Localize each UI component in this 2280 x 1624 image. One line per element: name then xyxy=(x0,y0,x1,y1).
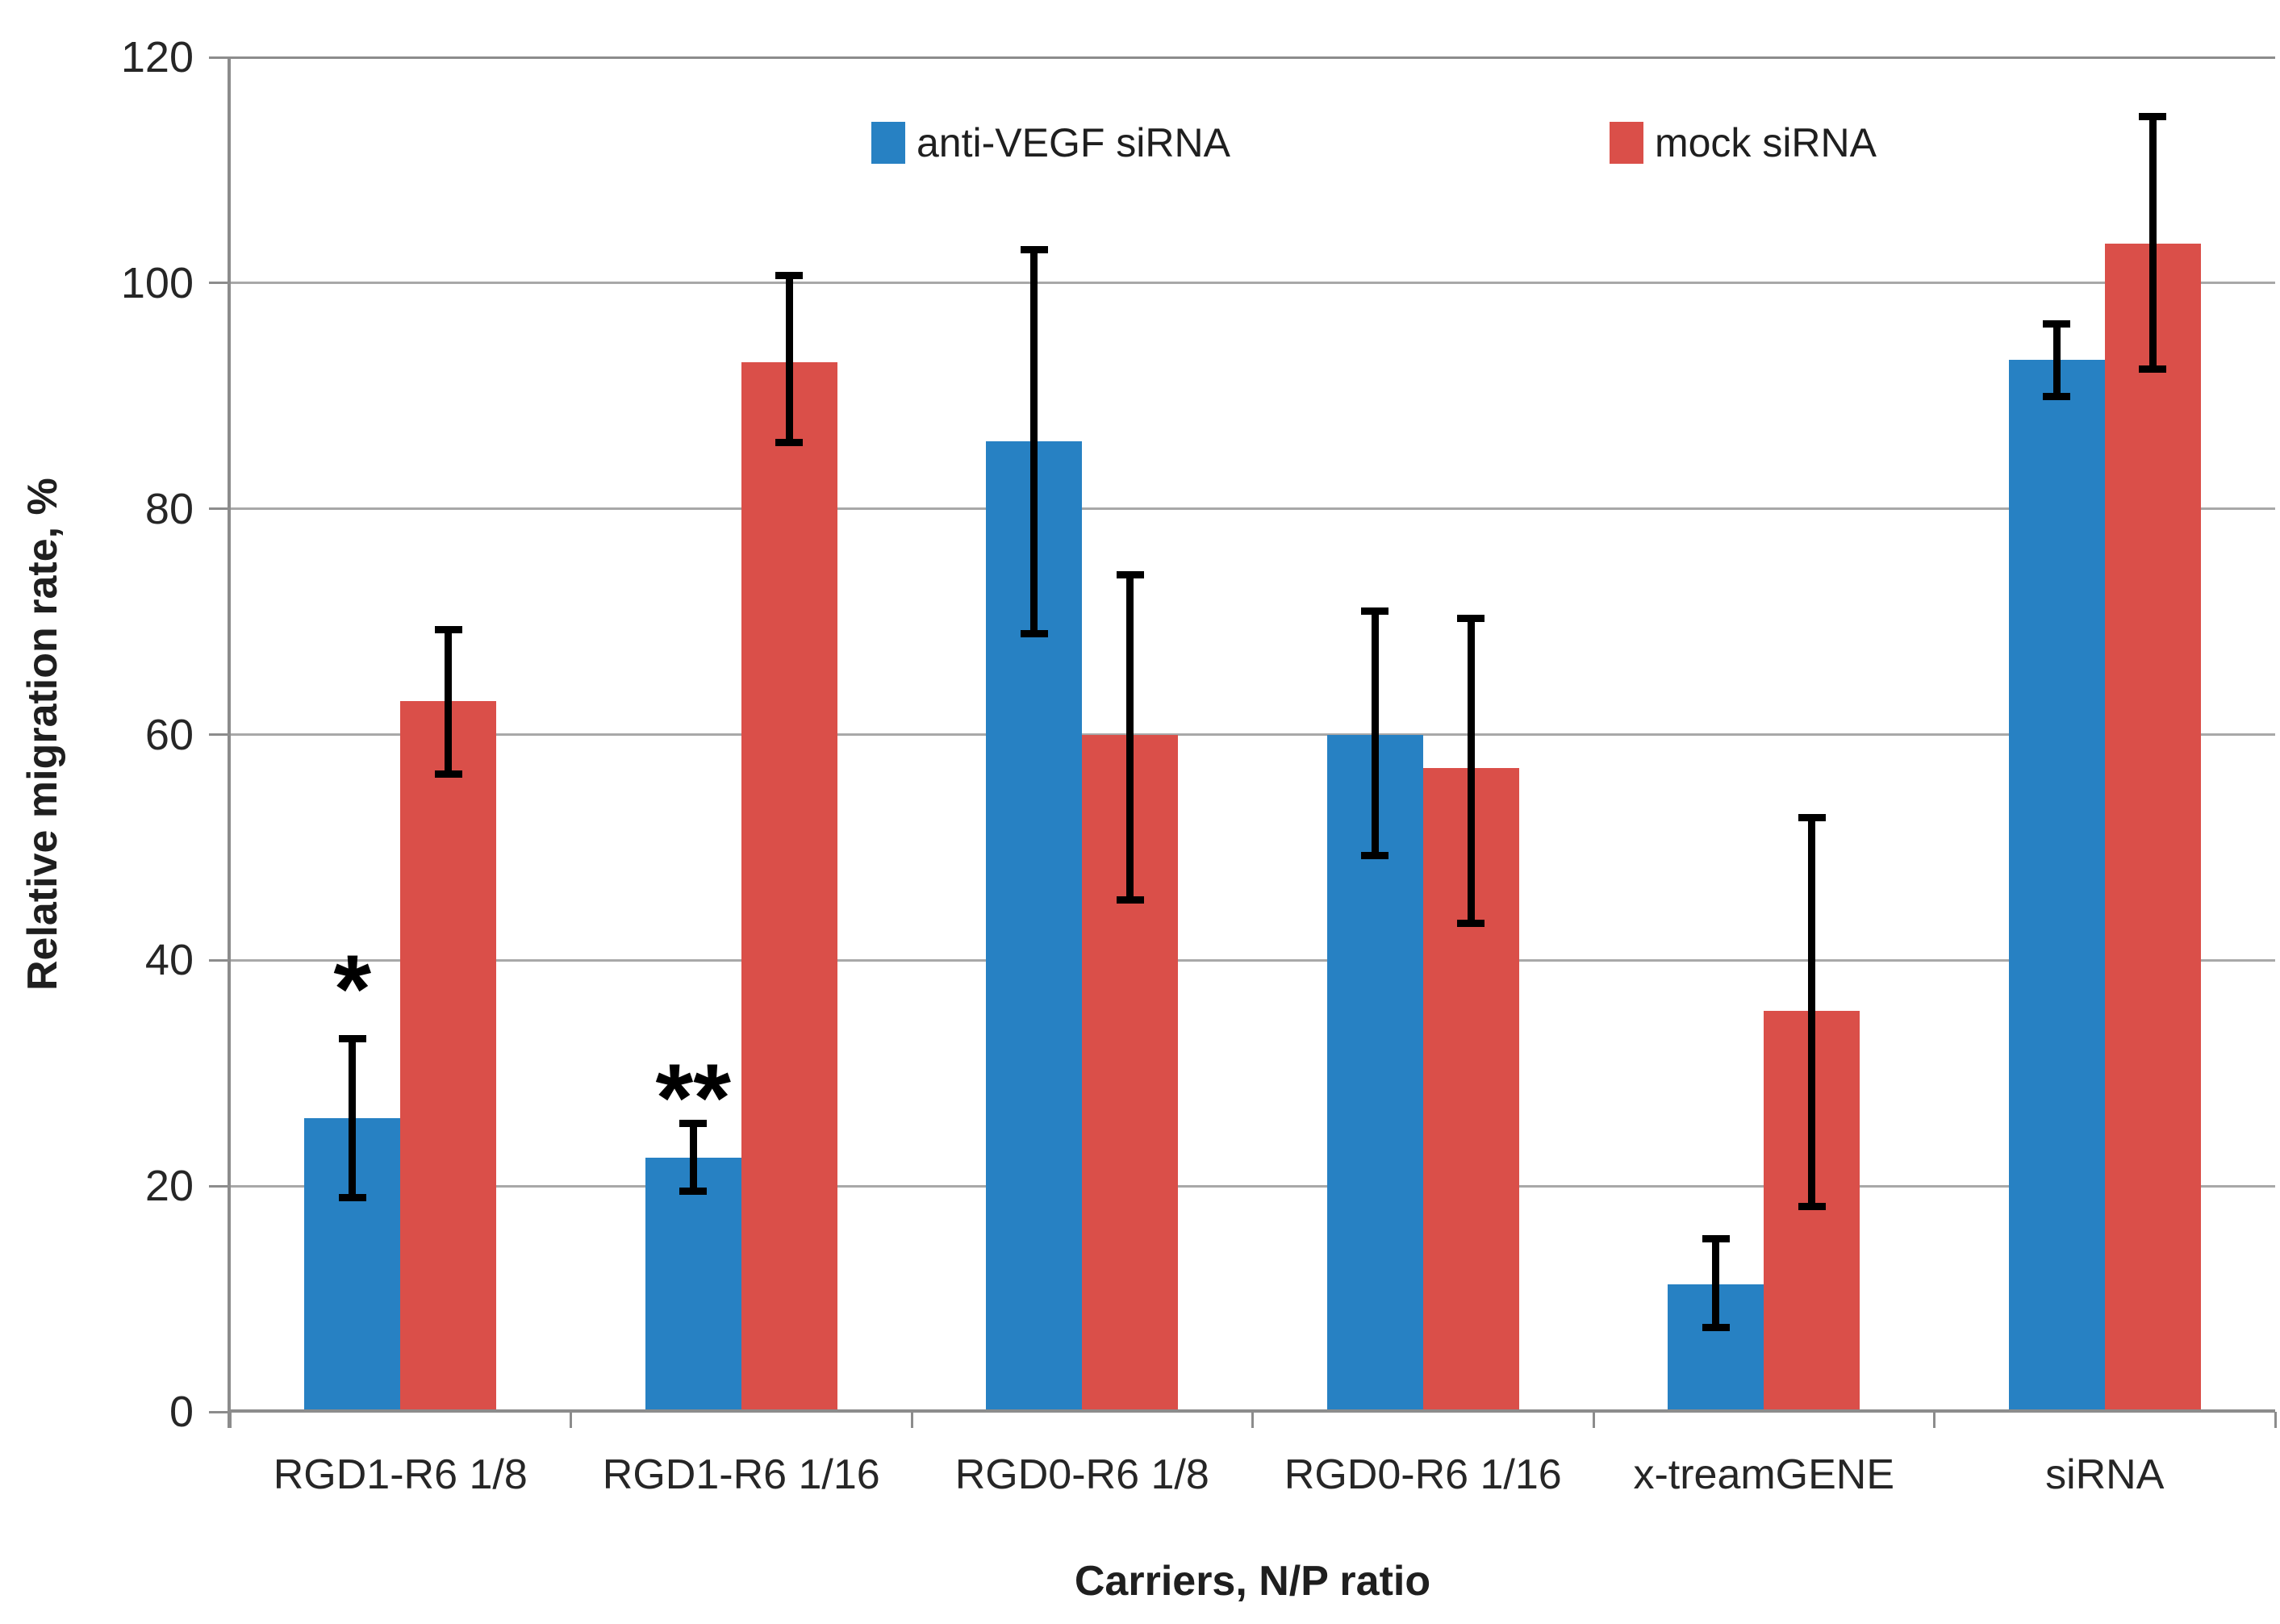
error-bar-cap-bottom xyxy=(1116,895,1144,904)
y-axis-line xyxy=(228,57,231,1428)
error-bar-line xyxy=(785,275,793,443)
error-bar-cap-bottom xyxy=(2139,365,2167,374)
x-tick xyxy=(1592,1412,1595,1428)
y-tick xyxy=(209,282,230,285)
chart-legend: anti-VEGF siRNA mock siRNA xyxy=(871,119,1877,166)
gridline xyxy=(230,56,2275,59)
y-tick-label: 80 xyxy=(144,484,194,533)
bar-anti-vegf-sirna xyxy=(2008,359,2105,1412)
error-bar-line xyxy=(1030,248,1038,633)
error-bar-cap-bottom xyxy=(1457,920,1485,928)
error-bar-cap-top xyxy=(2043,320,2071,328)
significance-annotation: * xyxy=(333,934,372,1043)
bar-mock-sirna xyxy=(400,700,497,1412)
error-bar-cap-bottom xyxy=(1361,852,1389,860)
significance-annotation: ** xyxy=(655,1044,731,1153)
gridline xyxy=(230,282,2275,285)
gridline xyxy=(230,1184,2275,1188)
y-tick-label: 0 xyxy=(169,1388,194,1436)
x-tick-label: RGD0-R6 1/16 xyxy=(1284,1451,1562,1498)
error-bar-line xyxy=(1808,816,1816,1207)
bar-anti-vegf-sirna xyxy=(645,1158,741,1412)
legend-item-mock-sirna: mock siRNA xyxy=(1609,119,1877,166)
gridline xyxy=(230,958,2275,962)
bar-mock-sirna xyxy=(2104,243,2201,1412)
bar-mock-sirna xyxy=(741,361,837,1412)
error-bar-cap-top xyxy=(338,1034,366,1042)
error-bar-line xyxy=(1467,618,1475,924)
error-bar-line xyxy=(1126,574,1134,900)
error-bar-cap-top xyxy=(1798,813,1826,821)
error-bar-cap-bottom xyxy=(1702,1324,1730,1332)
error-bar-cap-top xyxy=(1361,607,1389,615)
error-bar-cap-bottom xyxy=(679,1187,708,1195)
error-bar-cap-bottom xyxy=(434,770,462,779)
error-bar-line xyxy=(689,1122,697,1191)
error-bar-cap-top xyxy=(775,272,804,280)
y-tick xyxy=(209,958,230,962)
x-tick-label: RGD1-R6 1/16 xyxy=(602,1451,880,1498)
y-tick xyxy=(209,1410,230,1413)
x-tick-label: x-treamGENE xyxy=(1633,1451,1895,1498)
legend-label-mock-sirna: mock siRNA xyxy=(1654,120,1877,165)
error-bar-cap-top xyxy=(1116,570,1144,578)
error-bar-cap-top xyxy=(2139,112,2167,120)
x-axis-title: Carriers, N/P ratio xyxy=(1074,1558,1431,1605)
y-tick xyxy=(209,733,230,736)
x-tick xyxy=(2274,1412,2277,1428)
y-tick xyxy=(209,507,230,511)
legend-label-anti-vegf-sirna: anti-VEGF siRNA xyxy=(917,120,1230,165)
x-tick-label: RGD1-R6 1/8 xyxy=(273,1451,528,1498)
error-bar-cap-top xyxy=(1020,245,1048,253)
legend-item-anti-vegf-sirna: anti-VEGF siRNA xyxy=(871,119,1230,166)
y-tick-label: 100 xyxy=(120,258,194,307)
x-tick xyxy=(570,1412,572,1428)
error-bar-line xyxy=(445,629,453,774)
error-bar-cap-bottom xyxy=(1020,629,1048,637)
error-bar-cap-bottom xyxy=(1798,1203,1826,1211)
error-bar-cap-bottom xyxy=(775,439,804,447)
mock-sirna-swatch xyxy=(1609,122,1643,164)
plot-area: 0 20 40 60 80 100 120 RGD1-R6 1/8 RGD1-R6 1/16 RG… xyxy=(121,33,2277,1498)
y-tick-label: 120 xyxy=(120,33,194,81)
error-bar-cap-bottom xyxy=(2043,392,2071,400)
error-bar-line xyxy=(2052,324,2061,396)
error-bar-line xyxy=(1371,610,1379,856)
x-tick xyxy=(1251,1412,1254,1428)
y-tick xyxy=(209,1184,230,1188)
y-tick-label: 40 xyxy=(144,936,194,985)
error-bar-cap-top xyxy=(1702,1234,1730,1242)
x-tick xyxy=(910,1412,913,1428)
y-tick-label: 20 xyxy=(144,1162,194,1211)
x-tick xyxy=(1933,1412,1935,1428)
error-bar-cap-top xyxy=(1457,615,1485,623)
error-bar-cap-top xyxy=(679,1119,708,1127)
x-axis-line xyxy=(230,1409,2275,1413)
y-tick-label: 60 xyxy=(144,710,194,759)
gridline xyxy=(230,733,2275,736)
anti-vegf-sirna-swatch xyxy=(871,122,905,164)
y-tick xyxy=(209,56,230,59)
gridline xyxy=(230,507,2275,511)
error-bar-line xyxy=(2148,115,2157,369)
x-tick-label: RGD0-R6 1/8 xyxy=(954,1451,1209,1498)
error-bar-cap-top xyxy=(434,626,462,634)
error-bar-cap-bottom xyxy=(338,1194,366,1202)
error-bar-line xyxy=(349,1037,357,1198)
x-tick-label: siRNA xyxy=(2045,1451,2165,1498)
error-bar-line xyxy=(1712,1238,1720,1328)
